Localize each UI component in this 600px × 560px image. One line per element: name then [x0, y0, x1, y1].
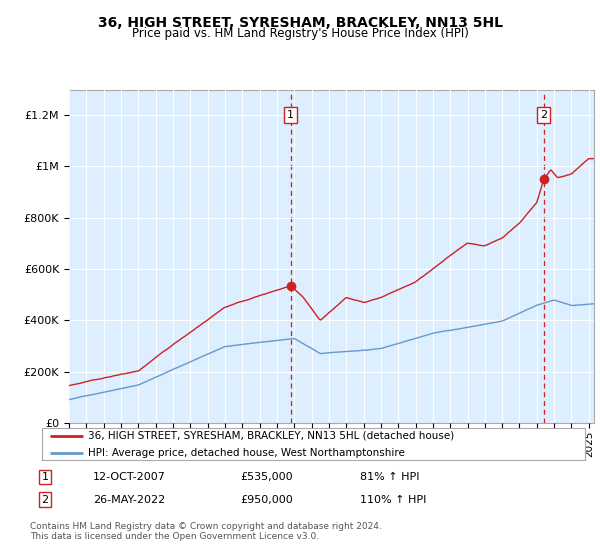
Text: HPI: Average price, detached house, West Northamptonshire: HPI: Average price, detached house, West… — [88, 448, 405, 458]
Text: 26-MAY-2022: 26-MAY-2022 — [93, 494, 165, 505]
Text: 1: 1 — [41, 472, 49, 482]
Text: 81% ↑ HPI: 81% ↑ HPI — [360, 472, 419, 482]
Text: 1: 1 — [287, 110, 294, 120]
Text: 36, HIGH STREET, SYRESHAM, BRACKLEY, NN13 5HL (detached house): 36, HIGH STREET, SYRESHAM, BRACKLEY, NN1… — [88, 431, 454, 441]
Text: 110% ↑ HPI: 110% ↑ HPI — [360, 494, 427, 505]
Text: 12-OCT-2007: 12-OCT-2007 — [93, 472, 166, 482]
Text: 36, HIGH STREET, SYRESHAM, BRACKLEY, NN13 5HL: 36, HIGH STREET, SYRESHAM, BRACKLEY, NN1… — [97, 16, 503, 30]
Text: Contains HM Land Registry data © Crown copyright and database right 2024.
This d: Contains HM Land Registry data © Crown c… — [30, 522, 382, 542]
Text: 2: 2 — [41, 494, 49, 505]
Text: Price paid vs. HM Land Registry's House Price Index (HPI): Price paid vs. HM Land Registry's House … — [131, 27, 469, 40]
Text: £535,000: £535,000 — [240, 472, 293, 482]
Text: £950,000: £950,000 — [240, 494, 293, 505]
Text: 2: 2 — [540, 110, 547, 120]
